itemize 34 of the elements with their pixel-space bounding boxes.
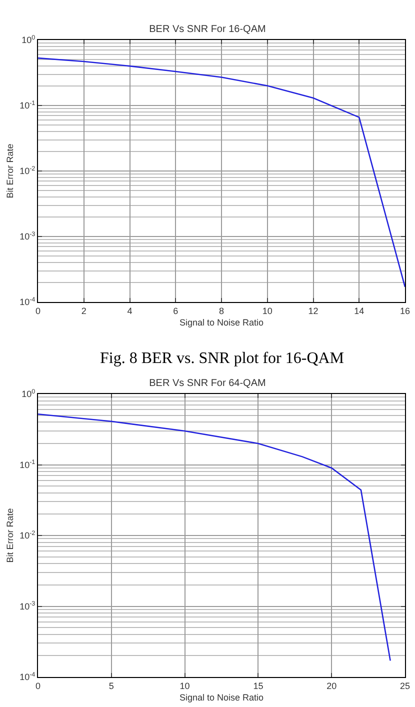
x-axis-title: Signal to Noise Ratio xyxy=(179,692,264,703)
x-tick-label: 0 xyxy=(35,306,41,316)
x-tick-label: 0 xyxy=(35,680,41,691)
caption: Fig. 8 BER vs. SNR plot for 16-QAM xyxy=(100,350,344,367)
x-tick-label: 10 xyxy=(262,306,272,316)
y-tick-label: 10$^{0}$ xyxy=(22,34,36,46)
x-tick-label: 12 xyxy=(308,306,318,316)
y-axis-title: Bit Error Rate xyxy=(4,508,15,563)
y-tick-label: 10$^{-4}$ xyxy=(20,671,36,682)
x-tick-label: 2 xyxy=(81,306,86,316)
x-tick-label: 8 xyxy=(218,306,224,316)
x-tick-label: 10 xyxy=(180,680,190,691)
chart-title: BER Vs SNR For 64-QAM xyxy=(149,378,266,389)
x-tick-label: 6 xyxy=(173,306,178,316)
y-axis-title: Bit Error Rate xyxy=(4,144,15,198)
y-tick-label: 10$^{-3}$ xyxy=(20,230,36,242)
x-tick-label: 15 xyxy=(253,680,264,691)
line-series xyxy=(38,413,391,662)
y-tick-label: 10$^{-4}$ xyxy=(20,296,36,308)
y-tick-label: 10$^{-3}$ xyxy=(20,600,36,612)
y-tick-label: 10$^{0}$ xyxy=(22,388,36,400)
x-tick-label: 4 xyxy=(127,306,132,316)
x-tick-label: 20 xyxy=(326,680,337,691)
y-tick-label: 10$^{-1}$ xyxy=(20,100,36,111)
chart-title: BER Vs SNR For 16-QAM xyxy=(149,24,266,35)
x-tick-label: 5 xyxy=(108,680,114,691)
x-tick-label: 16 xyxy=(400,306,410,316)
line-series xyxy=(38,57,405,288)
x-axis-title: Signal to Noise Ratio xyxy=(179,318,264,328)
y-tick-label: 10$^{-2}$ xyxy=(20,165,36,176)
y-tick-label: 10$^{-1}$ xyxy=(20,459,36,470)
y-tick-label: 10$^{-2}$ xyxy=(20,530,36,541)
x-tick-label: 14 xyxy=(354,306,364,316)
x-tick-label: 25 xyxy=(400,680,410,691)
